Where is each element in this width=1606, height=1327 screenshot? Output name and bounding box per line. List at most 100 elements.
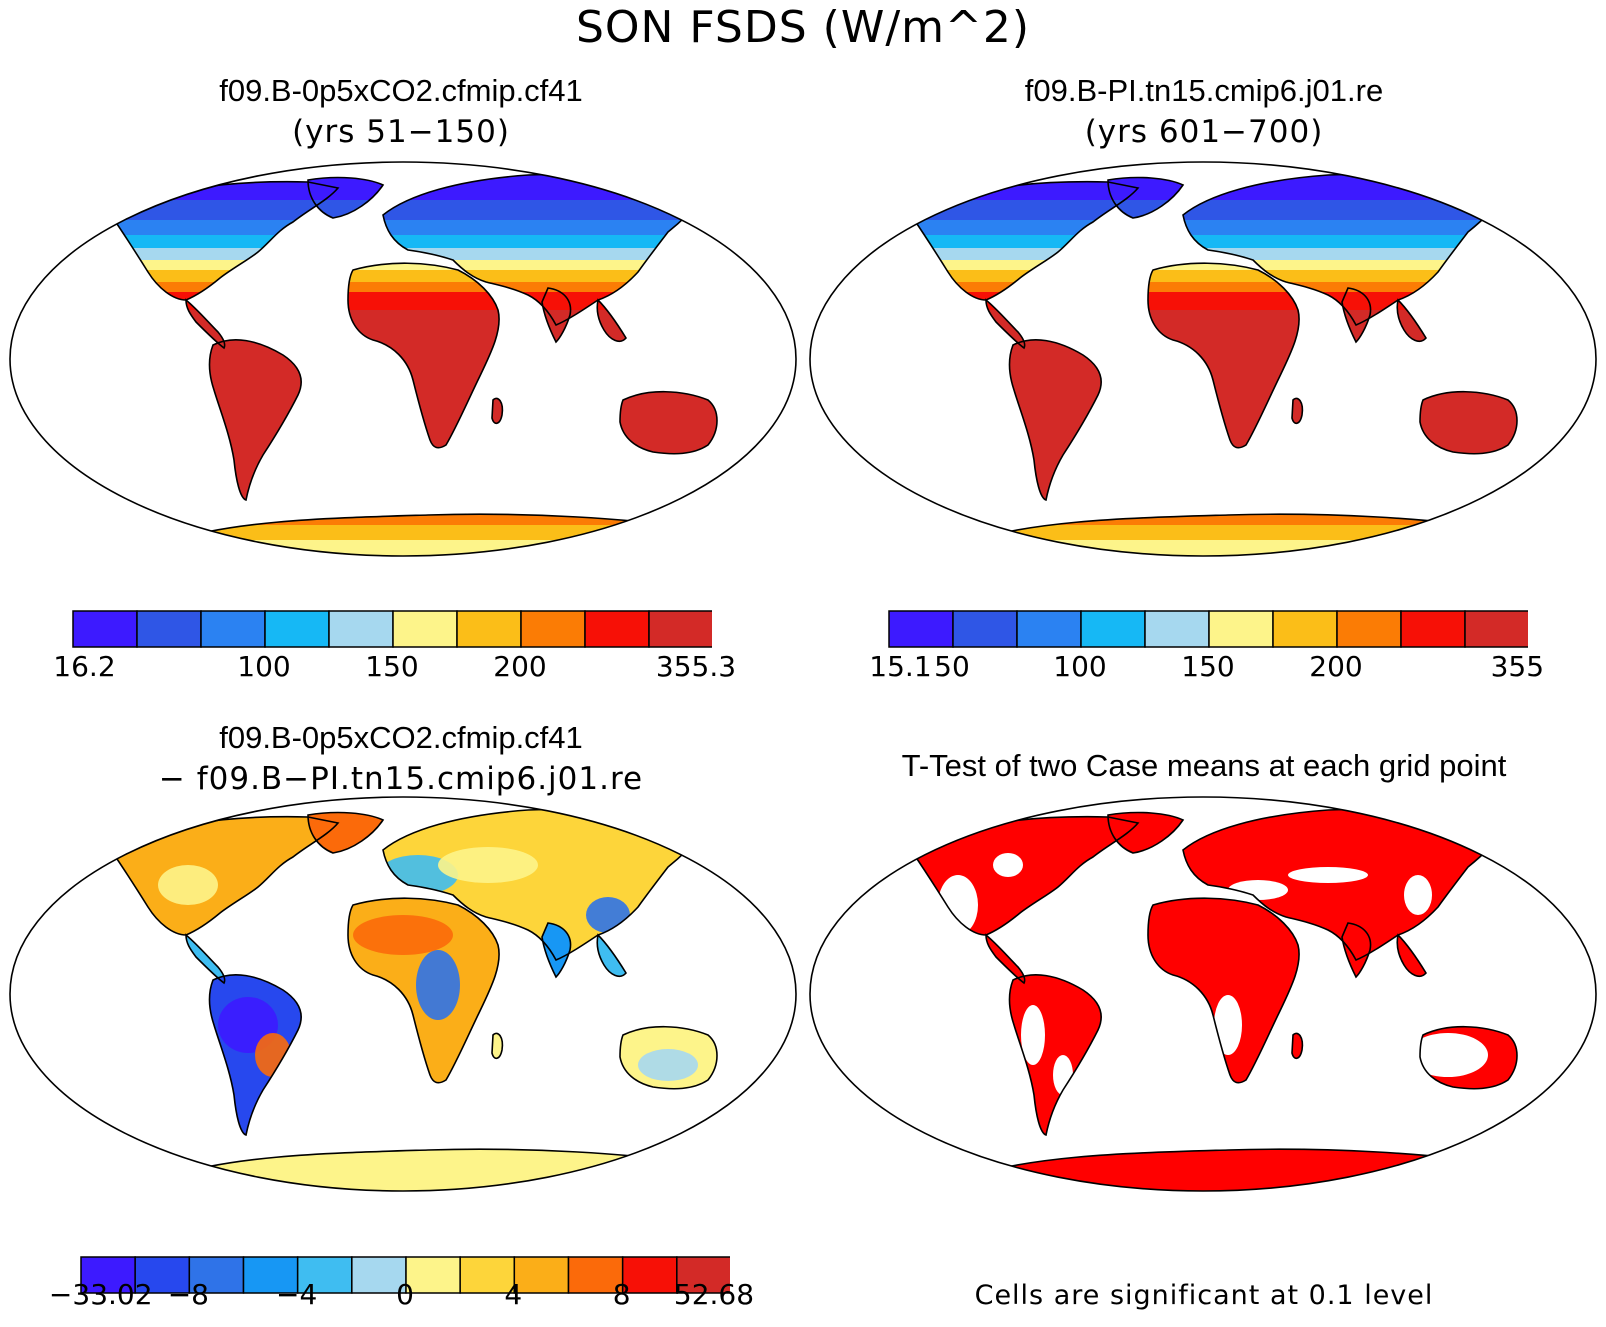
- colorbar-tick-label: 100: [1053, 650, 1107, 683]
- significance-note: Cells are significant at 0.1 level: [974, 1280, 1434, 1311]
- value-band: [913, 235, 1517, 248]
- continent-australia: [619, 390, 718, 455]
- colorbar-swatch: [676, 1256, 730, 1294]
- continent-northAmerica: [911, 180, 1140, 301]
- ttest-fill-india: [1342, 923, 1371, 977]
- continent-southAmerica: [1008, 974, 1102, 1137]
- continent-southAmerica: [208, 339, 302, 502]
- value-band: [913, 310, 1517, 510]
- map-border: [9, 796, 797, 1192]
- nonsignificant-area: [1404, 875, 1432, 915]
- colorbar-swatch: [584, 610, 650, 648]
- colorbar-swatch: [1144, 610, 1210, 648]
- continent-madagascar: [491, 397, 504, 425]
- continent-africa: [1147, 897, 1300, 1084]
- value-band: [913, 282, 1517, 292]
- nonsignificant-area: [938, 875, 978, 935]
- continent-northAmerica: [111, 180, 340, 301]
- continent-africa: [347, 897, 500, 1084]
- map-border: [809, 161, 1597, 557]
- ttest-fill-eurasia: [1183, 809, 1508, 960]
- value-band: [913, 174, 1517, 200]
- diff-blotch: [586, 897, 630, 933]
- value-band: [113, 260, 717, 270]
- colorbar-swatch: [1080, 610, 1146, 648]
- value-band: [913, 540, 1517, 556]
- continent-madagascar: [491, 1032, 504, 1060]
- continent-india: [1341, 287, 1372, 344]
- diff-blotch: [638, 1049, 698, 1081]
- colorbar-tick-label: −33.02: [48, 1278, 153, 1311]
- continent-northAmerica: [111, 815, 340, 936]
- colorbar-case2-labels: 15.1 50 100 150 200 355: [869, 650, 1544, 690]
- nonsignificant-area: [993, 853, 1023, 877]
- value-band: [113, 270, 717, 282]
- value-band: [113, 235, 717, 248]
- value-band: [113, 200, 717, 220]
- panel1-title: f09.B-0p5xCO2.cfmip.cf41: [219, 73, 583, 108]
- nonsignificant-area: [1408, 1033, 1488, 1077]
- colorbar-swatch: [351, 1256, 407, 1294]
- colorbar-swatch: [200, 610, 266, 648]
- value-band: [113, 220, 717, 235]
- colorbar-tick-label: 355.3: [655, 650, 737, 683]
- continent-southAmerica: [1008, 339, 1102, 502]
- colorbar-swatch: [328, 610, 394, 648]
- ttest-fill-africa: [1148, 898, 1300, 1083]
- continent-india: [541, 922, 572, 979]
- continent-madagascar: [1291, 1032, 1304, 1060]
- colorbar-tick-label: 355: [1490, 650, 1545, 683]
- map-border: [809, 796, 1597, 1192]
- ttest-fill-greenland: [1108, 812, 1183, 853]
- main-title: SON FSDS (W/m^2): [575, 2, 1031, 53]
- colorbar-swatch: [392, 610, 458, 648]
- colorbar-tick-label: 16.2: [53, 650, 116, 683]
- colorbar-swatch: [513, 1256, 570, 1294]
- continent-greenland: [307, 176, 385, 219]
- colorbar-swatch: [1336, 610, 1402, 648]
- colorbar-tick-label: 50: [934, 650, 970, 683]
- continent-india: [1341, 922, 1372, 979]
- panel1-subtitle: (yrs 51−150): [292, 114, 510, 150]
- nonsignificant-area: [1214, 995, 1242, 1055]
- colorbar-tick-label: 200: [1309, 650, 1363, 683]
- colorbar-tick-label: −8: [167, 1278, 209, 1311]
- colorbar-swatch: [648, 610, 712, 648]
- panel3-title: f09.B-0p5xCO2.cfmip.cf41: [219, 720, 583, 755]
- colorbar-tick-label: 150: [1181, 650, 1235, 683]
- value-band: [113, 310, 717, 510]
- value-band: [913, 200, 1517, 220]
- continent-centralAmerica: [185, 298, 226, 350]
- colorbar-tick-label: 15.1: [869, 650, 932, 683]
- continent-india: [541, 287, 572, 344]
- colorbar-case1-labels: 16.2 100 150 200 355.3: [53, 650, 736, 690]
- colorbar-swatch: [134, 1256, 191, 1294]
- continent-greenland: [1107, 176, 1185, 219]
- colorbar-tick-label: 200: [493, 650, 547, 683]
- value-band: [113, 540, 717, 556]
- diff-fill-india: [542, 923, 571, 977]
- continent-southAmerica: [208, 974, 302, 1137]
- value-band: [113, 525, 717, 540]
- colorbar-tick-label: 0: [396, 1278, 414, 1311]
- colorbar-swatch: [1464, 610, 1528, 648]
- continent-centralAmerica: [985, 298, 1026, 350]
- colorbar-swatch: [136, 610, 202, 648]
- continent-northAmerica: [911, 815, 1140, 936]
- colorbar-tick-label: 100: [237, 650, 291, 683]
- value-band: [113, 292, 717, 310]
- diff-fill-madagascar: [492, 1033, 503, 1059]
- continent-centralAmerica: [185, 933, 226, 985]
- value-band: [913, 292, 1517, 310]
- value-band: [913, 510, 1517, 525]
- colorbar-difference-labels: −33.02 −8 −4 0 4 8 52.68: [49, 1278, 754, 1318]
- continent-greenland: [1107, 811, 1185, 854]
- nonsignificant-area: [1288, 867, 1368, 883]
- value-band: [113, 510, 717, 525]
- colorbar-swatch: [1016, 610, 1082, 648]
- continent-madagascar: [1291, 397, 1304, 425]
- diff-fill-eurasia: [383, 809, 708, 960]
- diff-fill-greenland: [308, 812, 383, 853]
- map-border: [9, 161, 797, 557]
- diff-blotch: [255, 1033, 291, 1077]
